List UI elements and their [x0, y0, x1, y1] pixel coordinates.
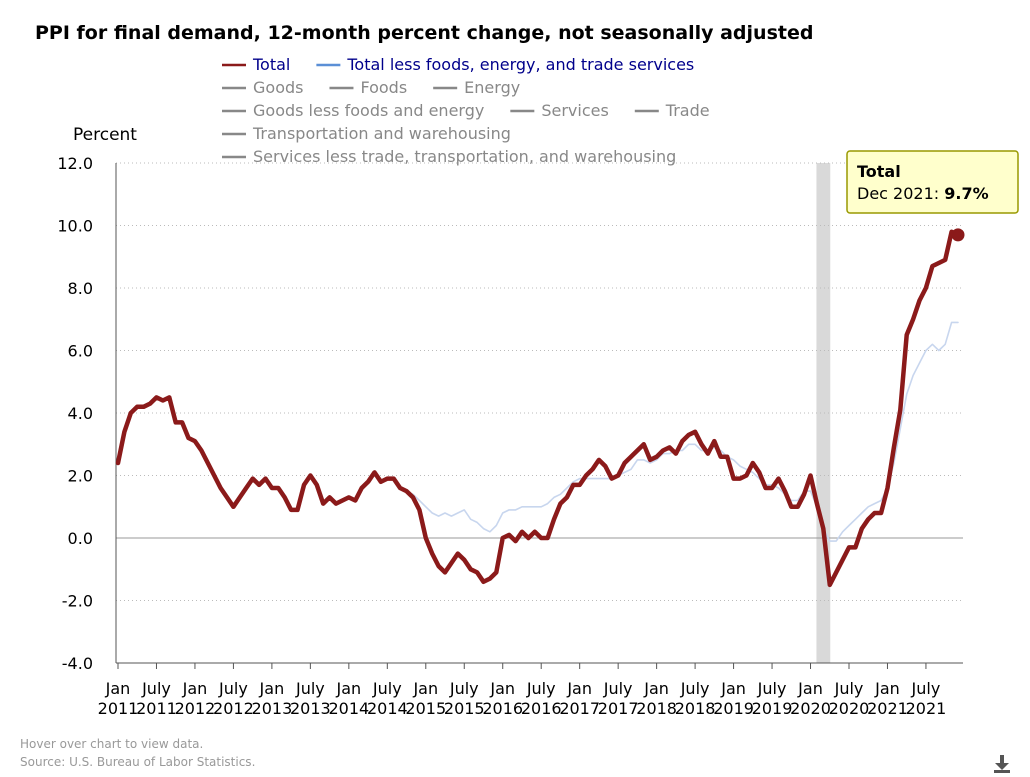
x-tick-label: Jan: [105, 679, 131, 698]
legend-label: Services: [541, 101, 608, 120]
series-line-core[interactable]: [117, 321, 959, 542]
x-tick-label: Jan: [412, 679, 438, 698]
x-tick-label: 2018: [636, 699, 677, 718]
x-tick-label: Jan: [720, 679, 746, 698]
x-tick-label: Jan: [643, 679, 669, 698]
x-tick-label: 2021: [906, 699, 947, 718]
series-line-total[interactable]: [115, 229, 961, 588]
legend-item[interactable]: Trade: [634, 101, 710, 120]
legend-item[interactable]: Foods: [329, 78, 407, 97]
x-tick-label: 2011: [98, 699, 139, 718]
x-tick-label: 2017: [598, 699, 639, 718]
x-tick-label: 2012: [213, 699, 254, 718]
y-axis-title: Percent: [73, 125, 137, 145]
x-tick-label: July: [680, 679, 710, 698]
x-tick-label: 2012: [175, 699, 216, 718]
x-tick-label: July: [449, 679, 479, 698]
highlighted-data-point[interactable]: [951, 228, 965, 242]
x-tick-label: July: [834, 679, 864, 698]
chart-hint-text: Hover over chart to view data.: [20, 737, 204, 751]
y-tick-label: 4.0: [68, 404, 93, 423]
x-tick-label: July: [141, 679, 171, 698]
tooltip-series-name: Total: [857, 162, 901, 181]
legend-item[interactable]: Energy: [433, 78, 520, 97]
legend-label: Trade: [665, 101, 710, 120]
legend-label: Goods: [253, 78, 303, 97]
legend-item[interactable]: Total less foods, energy, and trade serv…: [316, 55, 694, 74]
x-tick-label: 2014: [328, 699, 369, 718]
legend-item[interactable]: Services: [510, 101, 609, 120]
x-tick-label: 2018: [675, 699, 716, 718]
x-tick-label: 2020: [790, 699, 831, 718]
x-tick-label: July: [372, 679, 402, 698]
legend-label: Services less trade, transportation, and…: [253, 147, 676, 166]
x-tick-label: 2021: [867, 699, 908, 718]
x-tick-label: 2019: [713, 699, 754, 718]
x-tick-label: 2016: [521, 699, 562, 718]
x-tick-label: 2020: [829, 699, 870, 718]
y-tick-label: 8.0: [68, 279, 93, 298]
x-tick-label: 2011: [136, 699, 177, 718]
x-tick-label: Jan: [182, 679, 208, 698]
legend-item[interactable]: Transportation and warehousing: [222, 124, 511, 143]
y-tick-label: 2.0: [68, 467, 93, 486]
x-tick-label: Jan: [874, 679, 900, 698]
legend-label: Energy: [464, 78, 520, 97]
x-tick-label: 2017: [559, 699, 600, 718]
legend-label: Foods: [360, 78, 407, 97]
y-tick-label: 10.0: [57, 217, 93, 236]
x-tick-label: Jan: [489, 679, 515, 698]
tooltip-box: [846, 150, 1019, 214]
x-tick-label: 2013: [252, 699, 293, 718]
legend-label: Transportation and warehousing: [252, 124, 511, 143]
x-tick-label: July: [911, 679, 941, 698]
chart-title: PPI for final demand, 12-month percent c…: [35, 22, 814, 44]
legend-label: Total: [252, 55, 290, 74]
y-tick-label: 0.0: [68, 529, 93, 548]
legend-label: Total less foods, energy, and trade serv…: [346, 55, 694, 74]
chart-source-text: Source: U.S. Bureau of Labor Statistics.: [20, 755, 256, 769]
legend-item[interactable]: Goods less foods and energy: [222, 101, 484, 120]
legend-item[interactable]: Goods: [222, 78, 303, 97]
download-icon[interactable]: [991, 755, 1013, 773]
legend-item[interactable]: Total: [222, 55, 290, 74]
x-tick-label: July: [295, 679, 325, 698]
x-tick-label: 2015: [444, 699, 485, 718]
x-tick-label: July: [218, 679, 248, 698]
tooltip-value-line: Dec 2021: 9.7%: [857, 184, 989, 203]
tooltip-date-label: Dec 2021:: [857, 184, 944, 203]
legend-label: Goods less foods and energy: [253, 101, 484, 120]
x-tick-label: 2015: [405, 699, 446, 718]
y-tick-label: 6.0: [68, 342, 93, 361]
y-tick-label: -4.0: [62, 654, 93, 673]
legend-item[interactable]: Services less trade, transportation, and…: [222, 147, 676, 166]
x-tick-label: July: [757, 679, 787, 698]
x-tick-label: 2016: [482, 699, 523, 718]
x-tick-label: 2014: [367, 699, 408, 718]
x-tick-label: Jan: [259, 679, 285, 698]
x-tick-label: 2019: [752, 699, 793, 718]
x-tick-label: Jan: [336, 679, 362, 698]
x-tick-label: July: [603, 679, 633, 698]
x-tick-label: Jan: [797, 679, 823, 698]
y-tick-label: -2.0: [62, 592, 93, 611]
y-tick-label: 12.0: [57, 154, 93, 173]
x-tick-label: July: [526, 679, 556, 698]
tooltip-value: 9.7%: [944, 184, 988, 203]
x-tick-label: 2013: [290, 699, 331, 718]
x-tick-label: Jan: [566, 679, 592, 698]
